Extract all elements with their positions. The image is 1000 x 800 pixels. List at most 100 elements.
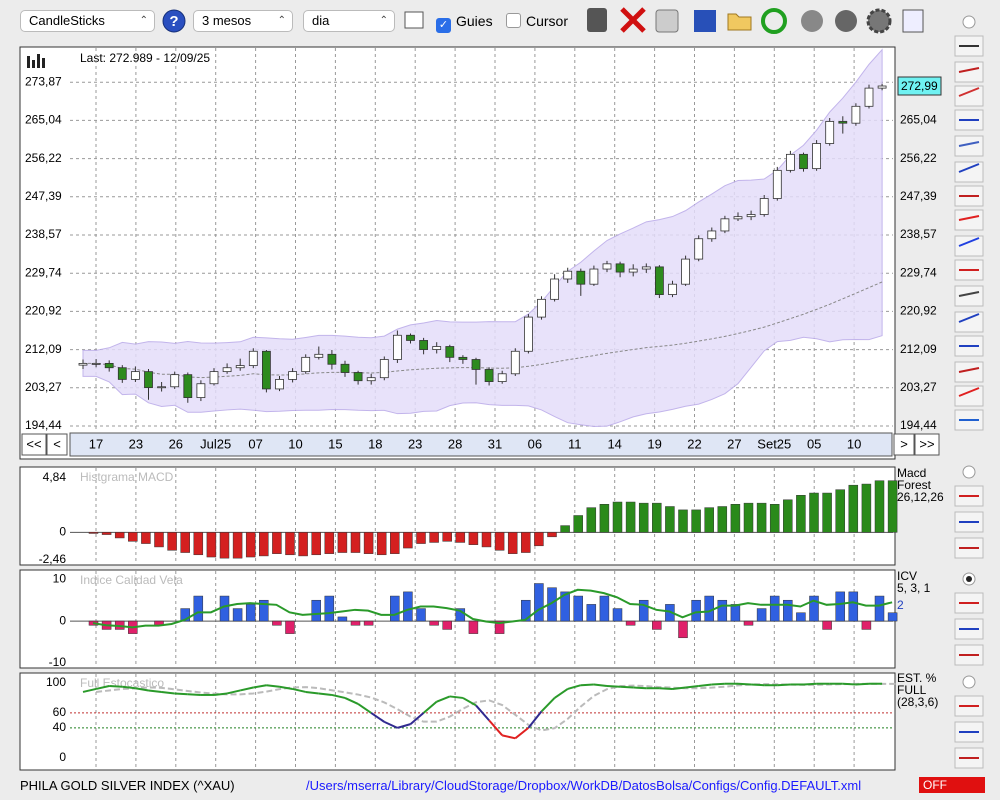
candle-body (497, 373, 507, 382)
icv-signal (92, 588, 893, 629)
stochastic-line (527, 710, 543, 729)
candle-body (510, 350, 520, 375)
config-path[interactable]: /Users/mserra/Library/CloudStorage/Dropb… (306, 778, 862, 793)
help-icon[interactable] (162, 9, 186, 33)
stochastic-line (397, 723, 411, 729)
legend-text: FULL (897, 683, 927, 697)
period-select[interactable]: 3 mesos (193, 10, 293, 32)
save-icon[interactable] (694, 10, 716, 32)
candle-body (157, 386, 167, 389)
nav-label: < (53, 436, 61, 451)
bar (390, 595, 400, 622)
candle-body (864, 87, 874, 107)
tool-button[interactable] (954, 385, 984, 407)
panel-title: Full Estocastico (80, 676, 164, 690)
bar (835, 591, 845, 622)
bar (416, 608, 426, 622)
checkbox[interactable] (506, 13, 521, 28)
y-tick-label-right: 238,57 (900, 227, 937, 241)
stochastic-line (803, 682, 817, 686)
bollinger-band (82, 48, 883, 428)
nav-label: << (26, 436, 41, 451)
guides-checkbox[interactable]: ✓ Guies (436, 12, 493, 33)
print-icon[interactable] (655, 9, 679, 33)
bar (481, 532, 492, 548)
stochastic-line (213, 692, 228, 696)
cursor-checkbox[interactable]: Cursor (506, 12, 568, 30)
nav-button[interactable] (46, 433, 68, 456)
tool-glyph (958, 387, 980, 397)
y-tick-label-right: 229,74 (900, 265, 937, 279)
y-tick-label: 273,87 (25, 74, 62, 88)
radio[interactable] (962, 15, 976, 29)
candle-body (838, 121, 848, 124)
chart-type-select[interactable]: CandleSticks (20, 10, 155, 32)
bar (455, 532, 466, 543)
tool-button[interactable] (954, 85, 984, 107)
tool-button[interactable] (954, 361, 984, 383)
tool-button[interactable] (954, 61, 984, 83)
stochastic-line (449, 695, 464, 699)
bar (141, 532, 151, 544)
calendar-day-icon[interactable] (902, 9, 924, 33)
tool-button[interactable] (954, 209, 984, 231)
trash-icon[interactable] (587, 8, 607, 32)
tool-button[interactable] (954, 311, 984, 333)
nav-button[interactable] (914, 433, 940, 456)
candle-body (248, 350, 258, 366)
bar (442, 620, 452, 630)
candle-body (707, 230, 717, 240)
interval-select[interactable]: dia (303, 10, 395, 32)
calendar-icon[interactable] (404, 11, 424, 29)
open-icon[interactable] (727, 13, 752, 31)
bar (193, 532, 204, 556)
checkbox[interactable]: ✓ (436, 18, 451, 33)
tool-glyph (958, 367, 980, 373)
stochastic-line (554, 688, 569, 699)
tool-button[interactable] (954, 135, 984, 157)
legend-text: (28,3,6) (897, 695, 938, 709)
stochastic-line (122, 685, 136, 690)
delete-icon[interactable] (620, 7, 646, 33)
nav-button[interactable] (21, 433, 47, 456)
stochastic-line (409, 712, 425, 725)
side-toolbar (954, 35, 984, 769)
update-icon[interactable] (801, 10, 823, 32)
y-tick-label: 10 (53, 572, 67, 586)
y-tick-label: 40 (53, 720, 67, 734)
y-tick-label: 0 (59, 525, 66, 539)
bar (167, 532, 177, 551)
y-tick-label: 60 (53, 705, 67, 719)
bar (245, 604, 256, 622)
candle-body (170, 374, 180, 388)
candle-body (772, 169, 782, 199)
candle-body (419, 340, 429, 350)
tool-button[interactable] (954, 235, 984, 257)
tool-glyph (958, 291, 980, 297)
stochastic-line (711, 682, 725, 686)
y-tick-label: 100 (46, 675, 66, 689)
candle-body (104, 362, 114, 369)
stochastic-line (659, 687, 673, 690)
candle-body (524, 316, 533, 352)
y-tick-label: 220,92 (25, 304, 62, 318)
nav-button[interactable] (893, 433, 915, 456)
tool-button[interactable] (954, 285, 984, 307)
currency-icon[interactable] (835, 10, 857, 32)
stochastic-line (357, 703, 372, 714)
tool-button[interactable] (954, 161, 984, 183)
legend-text: ICV (897, 569, 917, 583)
stochastic-line (620, 685, 634, 689)
refresh-icon[interactable] (761, 8, 787, 34)
y-tick-label: 212,09 (25, 342, 62, 356)
panel-radio[interactable] (962, 465, 976, 479)
bar (324, 532, 335, 554)
stochastic-line (331, 693, 346, 699)
settings-icon[interactable] (866, 8, 892, 34)
bar (259, 599, 269, 622)
stochastic-line (370, 712, 385, 723)
candle-body (458, 356, 468, 360)
bar (521, 599, 531, 622)
panel-radio[interactable] (962, 675, 976, 689)
